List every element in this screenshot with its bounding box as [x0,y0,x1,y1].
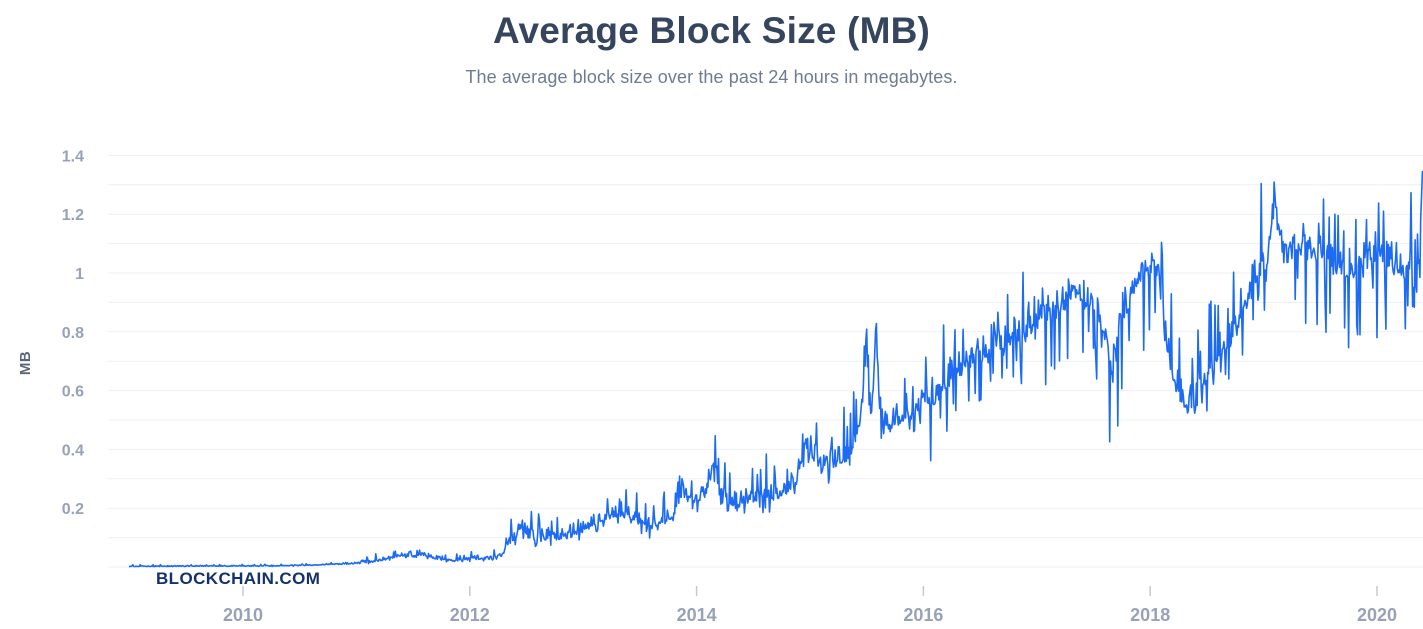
y-axis-tick-label: 0.6 [62,384,84,401]
x-axis-tick-label: 2012 [450,605,490,625]
blockchain-logo: BLOCKCHAIN.COM [156,569,321,588]
y-axis-tick-label: 0.8 [62,325,84,342]
x-axis-tick-label: 2016 [903,605,943,625]
y-axis-tick-label: 1.2 [62,207,84,224]
x-axis-tick-label: 2010 [223,605,263,625]
y-axis-tick-label: 0.2 [62,501,84,518]
page-subtitle: The average block size over the past 24 … [465,67,958,87]
page-title: Average Block Size (MB) [492,10,931,51]
y-axis-tick-label: 0.4 [62,442,84,459]
x-axis-tick-label: 2014 [677,605,717,625]
y-axis-tick-label: 1 [75,266,84,283]
x-axis-tick-label: 2020 [1357,605,1397,625]
y-axis-tick-label: 1.4 [62,148,84,165]
y-axis-title: MB [17,351,34,375]
x-axis-tick-label: 2018 [1130,605,1170,625]
average-block-size-line [128,170,1423,568]
